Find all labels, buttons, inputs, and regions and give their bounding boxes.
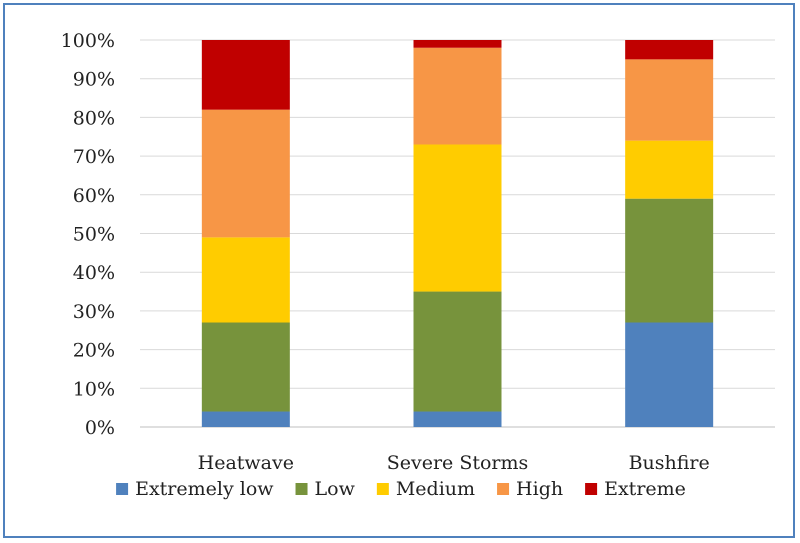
bar-segment [413, 40, 502, 48]
legend-item: Medium [376, 478, 475, 500]
legend: Extremely low Low Medium High Extreme [116, 478, 686, 500]
legend-swatch [116, 483, 129, 495]
x-category-label: Severe Storms [387, 452, 529, 474]
legend-label: High [516, 478, 563, 500]
y-tick-label: 0% [85, 417, 115, 439]
x-category-label: Heatwave [198, 452, 294, 474]
legend-item: High [497, 478, 563, 500]
stacked-bar-chart: 0% 10% 20% 30% 40% 50% 60% 70% 80% 90% 100% Heatwa… [61, 30, 775, 500]
chart-area: 0% 10% 20% 30% 40% 50% 60% 70% 80% 90% 100% Heatwa… [3, 3, 795, 538]
y-tick-label: 100% [61, 30, 115, 52]
y-tick-label: 30% [73, 301, 115, 323]
y-tick-label: 10% [73, 378, 115, 400]
legend-label: Extreme [604, 478, 686, 500]
bar-segment [625, 40, 714, 60]
x-axis-labels: Heatwave Severe Storms Bushfire [198, 452, 710, 474]
y-axis-ticks: 0% 10% 20% 30% 40% 50% 60% 70% 80% 90% 100% [61, 30, 115, 439]
legend-label: Medium [396, 478, 475, 500]
bar-segment [201, 322, 290, 412]
bar-segment [413, 47, 502, 145]
legend-item: Extreme [585, 478, 686, 500]
y-tick-label: 40% [73, 262, 115, 284]
x-category-label: Bushfire [629, 452, 710, 474]
legend-swatch [295, 483, 308, 495]
bar-segment [625, 198, 714, 323]
bar-segment [413, 144, 502, 292]
y-tick-label: 60% [73, 185, 115, 207]
bar-segment [625, 140, 714, 199]
bar-segment [625, 59, 714, 141]
legend-swatch [585, 483, 598, 495]
bar-segment [201, 109, 290, 238]
bar-segment [201, 237, 290, 323]
y-tick-label: 80% [73, 107, 115, 129]
bars [201, 40, 714, 427]
y-tick-label: 90% [73, 69, 115, 91]
y-tick-label: 50% [73, 224, 115, 246]
bar-segment [201, 40, 290, 110]
bar-segment [625, 322, 714, 427]
bar-segment [201, 411, 290, 427]
y-tick-label: 20% [73, 340, 115, 362]
legend-item: Low [295, 478, 356, 500]
legend-swatch [497, 483, 510, 495]
legend-label: Extremely low [135, 478, 274, 500]
legend-label: Low [315, 478, 356, 500]
bar-segment [413, 291, 502, 412]
legend-swatch [376, 483, 389, 495]
legend-item: Extremely low [116, 478, 274, 500]
bar-segment [413, 411, 502, 427]
y-tick-label: 70% [73, 146, 115, 168]
